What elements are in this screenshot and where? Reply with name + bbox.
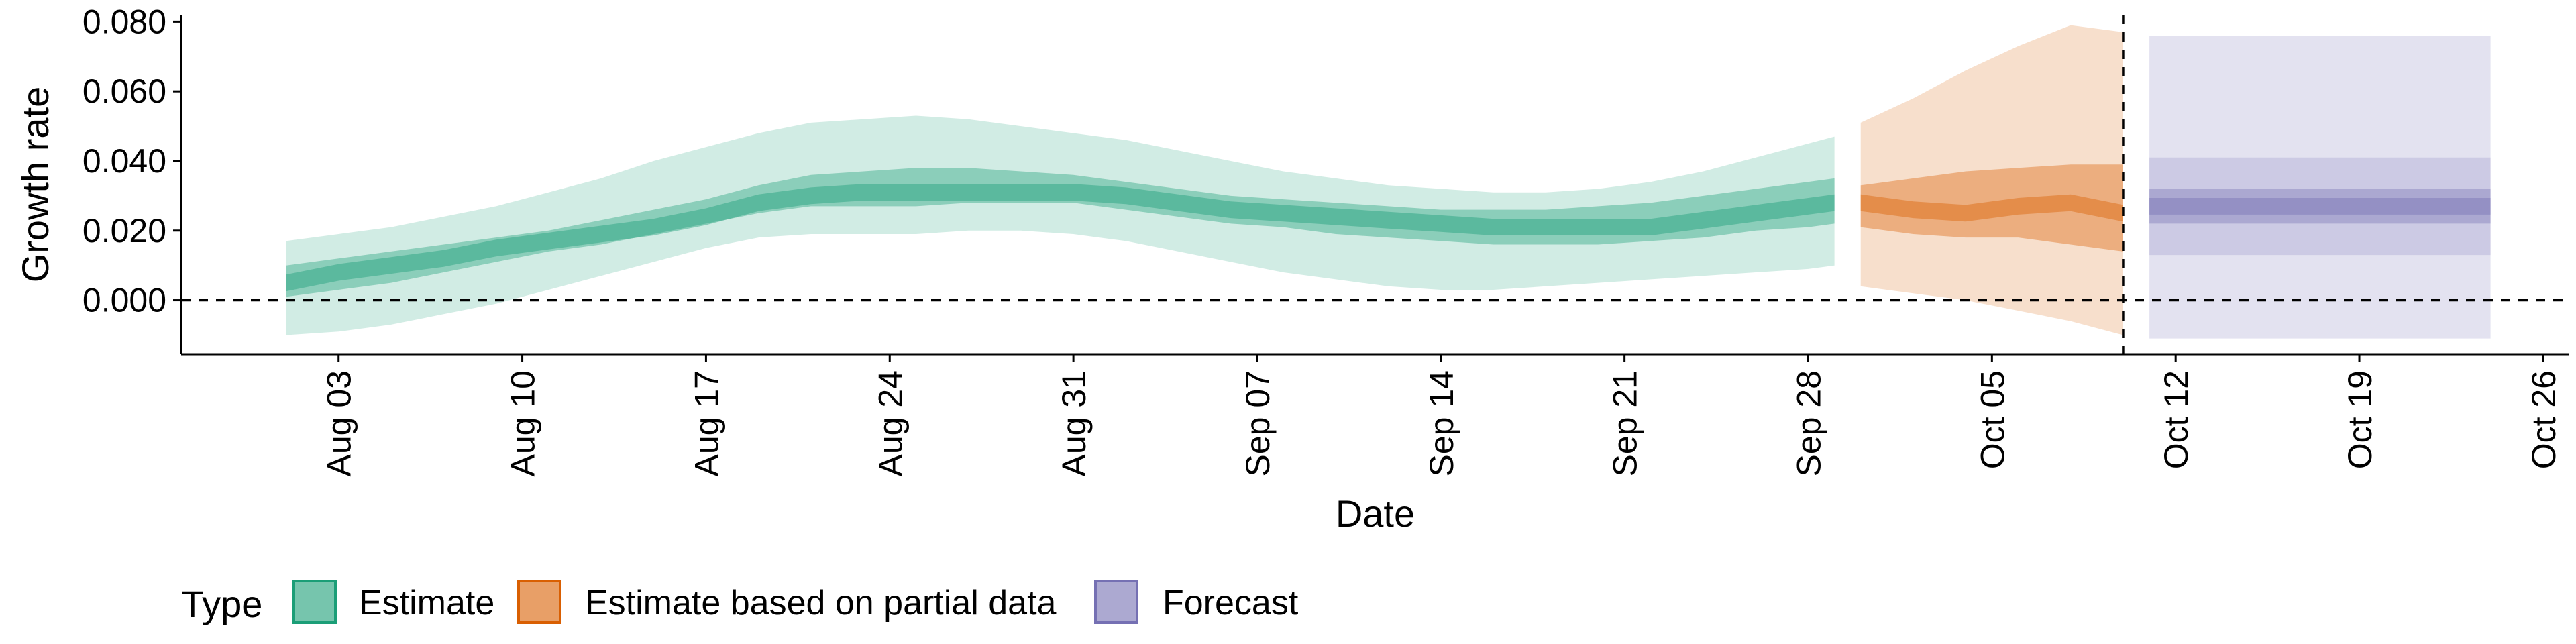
plot-area <box>181 15 2569 354</box>
y-tick-label: 0.020 <box>83 212 166 250</box>
estimate-median-band <box>286 184 1835 292</box>
legend-title: Type <box>181 583 262 625</box>
x-tick-label: Oct 05 <box>1974 370 2011 469</box>
estimate-50-band <box>286 168 1835 297</box>
y-tick-label: 0.040 <box>83 142 166 180</box>
y-tick-label: 0.000 <box>83 282 166 319</box>
x-tick-label: Sep 21 <box>1607 370 1644 476</box>
x-tick-label: Aug 24 <box>871 370 909 476</box>
x-tick-label: Aug 10 <box>504 370 542 476</box>
x-tick-label: Oct 19 <box>2341 370 2379 469</box>
estimate-based-on-partial-data-median-band <box>1860 194 2123 222</box>
y-axis-title: Growth rate <box>14 87 56 283</box>
axes: 0.000 0.020 0.040 0.060 0.080 Aug 03 Aug 10 Aug… <box>14 3 2569 535</box>
legend-key-swatch <box>1094 580 1138 624</box>
forecast-50-band <box>2149 189 2491 224</box>
legend-item-label: Forecast <box>1163 584 1299 623</box>
x-tick-label: Oct 26 <box>2525 370 2563 469</box>
x-tick-label: Sep 07 <box>1239 370 1277 476</box>
legend-key-swatch <box>517 580 561 624</box>
x-tick-label: Aug 17 <box>688 370 725 476</box>
legend-key-swatch <box>292 580 337 624</box>
x-axis-title: Date <box>1336 492 1415 535</box>
y-tick-label: 0.060 <box>83 72 166 110</box>
x-tick-label: Sep 14 <box>1423 370 1460 476</box>
x-tick-label: Oct 12 <box>2157 370 2195 469</box>
legend-item-label: Estimate <box>359 584 494 623</box>
y-tick-label: 0.080 <box>83 3 166 40</box>
legend: Type Estimate Estimate based on partial da… <box>181 580 1299 625</box>
forecast-90-band <box>2149 157 2491 256</box>
estimate-based-on-partial-data-50-band <box>1860 164 2123 252</box>
forecast-outer-band <box>2149 36 2491 339</box>
forecast-median-band <box>2149 198 2491 215</box>
legend-item-label: Estimate based on partial data <box>585 584 1057 623</box>
x-tick-label: Aug 03 <box>321 370 358 476</box>
x-tick-label: Aug 31 <box>1055 370 1093 476</box>
estimate-based-on-partial-data-90-band <box>1860 25 2123 335</box>
x-tick-label: Sep 28 <box>1790 370 1827 476</box>
estimate-90-band <box>286 115 1835 335</box>
